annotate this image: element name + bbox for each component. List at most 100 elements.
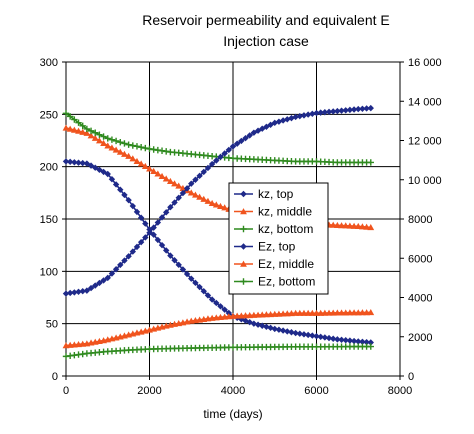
data-point	[129, 248, 136, 255]
data-point	[66, 113, 74, 120]
data-point	[325, 108, 333, 116]
data-point	[108, 136, 116, 143]
data-point	[117, 186, 124, 193]
data-point	[304, 331, 312, 339]
data-point	[87, 132, 95, 139]
data-point	[179, 189, 187, 197]
legend: kz, top kz, middle kz, bottom Ez, top Ez, mi…	[228, 182, 329, 295]
data-point	[104, 274, 111, 282]
data-point	[279, 327, 287, 334]
data-point	[300, 112, 308, 119]
legend-item: Ez, middle	[234, 257, 314, 271]
legend-item: kz, middle	[234, 205, 312, 219]
data-point	[154, 219, 162, 226]
data-point	[213, 299, 220, 307]
data-point	[83, 125, 91, 133]
data-point	[342, 222, 350, 229]
data-point	[121, 191, 128, 199]
data-point	[91, 134, 99, 141]
data-point	[167, 204, 174, 211]
data-point	[66, 158, 74, 166]
data-point	[133, 143, 141, 150]
data-point	[321, 109, 329, 116]
data-point	[254, 127, 262, 134]
data-point	[208, 160, 216, 168]
data-point	[104, 135, 111, 142]
x-axis: 0 2000 4000 6000 8000	[63, 376, 412, 397]
data-point	[200, 195, 208, 202]
data-point	[87, 284, 95, 292]
right-tick-label: 16 000	[408, 57, 442, 69]
legend-label: Ez, bottom	[258, 275, 315, 289]
data-point	[350, 106, 358, 113]
data-point	[83, 287, 91, 294]
right-y-axis: 0 2000 4000 6000 8000 10 000 12 000 14 000 16 00…	[400, 57, 442, 383]
data-point	[62, 124, 70, 131]
data-point	[175, 261, 182, 269]
data-point	[233, 140, 241, 147]
data-point	[359, 223, 366, 230]
data-point	[346, 222, 354, 229]
data-point	[367, 343, 374, 350]
data-point	[367, 309, 375, 316]
series-ez-top	[62, 104, 374, 297]
x-tick-label: 6000	[304, 385, 328, 397]
data-point	[208, 296, 216, 303]
data-point	[354, 222, 362, 230]
data-point	[212, 201, 220, 208]
data-point	[359, 338, 366, 346]
data-point	[92, 282, 99, 289]
data-point	[137, 238, 145, 246]
data-point	[359, 105, 366, 112]
data-point	[342, 337, 349, 344]
data-point	[367, 339, 374, 346]
data-point	[108, 144, 116, 151]
data-point	[171, 199, 178, 206]
legend-item: kz, bottom	[234, 222, 313, 236]
data-point	[150, 167, 158, 174]
legend-item: Ez, top	[234, 240, 296, 254]
data-point	[79, 122, 86, 130]
data-point	[171, 257, 178, 264]
x-tick-label: 2000	[137, 385, 161, 397]
data-point	[342, 107, 349, 114]
data-point	[179, 266, 187, 273]
data-point	[104, 170, 111, 178]
data-point	[187, 189, 195, 196]
data-point	[121, 140, 128, 147]
data-point	[104, 142, 112, 149]
data-point	[288, 329, 295, 336]
data-point	[238, 137, 245, 145]
data-point	[150, 224, 157, 231]
legend-box	[228, 182, 329, 295]
data-point	[313, 109, 320, 117]
data-point	[137, 143, 145, 151]
data-point	[338, 107, 345, 114]
legend-swatch-marker	[240, 278, 247, 285]
data-point	[141, 162, 149, 169]
data-point	[246, 132, 253, 139]
data-point	[317, 333, 324, 341]
data-point	[221, 306, 228, 313]
data-point	[137, 214, 145, 221]
data-point	[75, 119, 82, 126]
data-point	[117, 138, 124, 146]
data-point	[108, 176, 116, 183]
series-layer	[62, 104, 375, 360]
data-point	[192, 279, 199, 287]
data-point	[79, 128, 87, 135]
data-point	[330, 335, 337, 342]
data-point	[121, 150, 128, 157]
data-point	[208, 199, 216, 207]
legend-label: kz, middle	[258, 205, 312, 219]
data-point	[125, 141, 132, 148]
data-point	[367, 104, 374, 112]
data-point	[154, 236, 162, 244]
data-point	[300, 331, 308, 338]
data-point	[100, 277, 107, 284]
data-point	[171, 180, 178, 187]
data-point	[70, 126, 78, 133]
legend-swatch-marker	[240, 208, 247, 215]
data-point	[271, 325, 278, 333]
data-point	[284, 328, 291, 335]
